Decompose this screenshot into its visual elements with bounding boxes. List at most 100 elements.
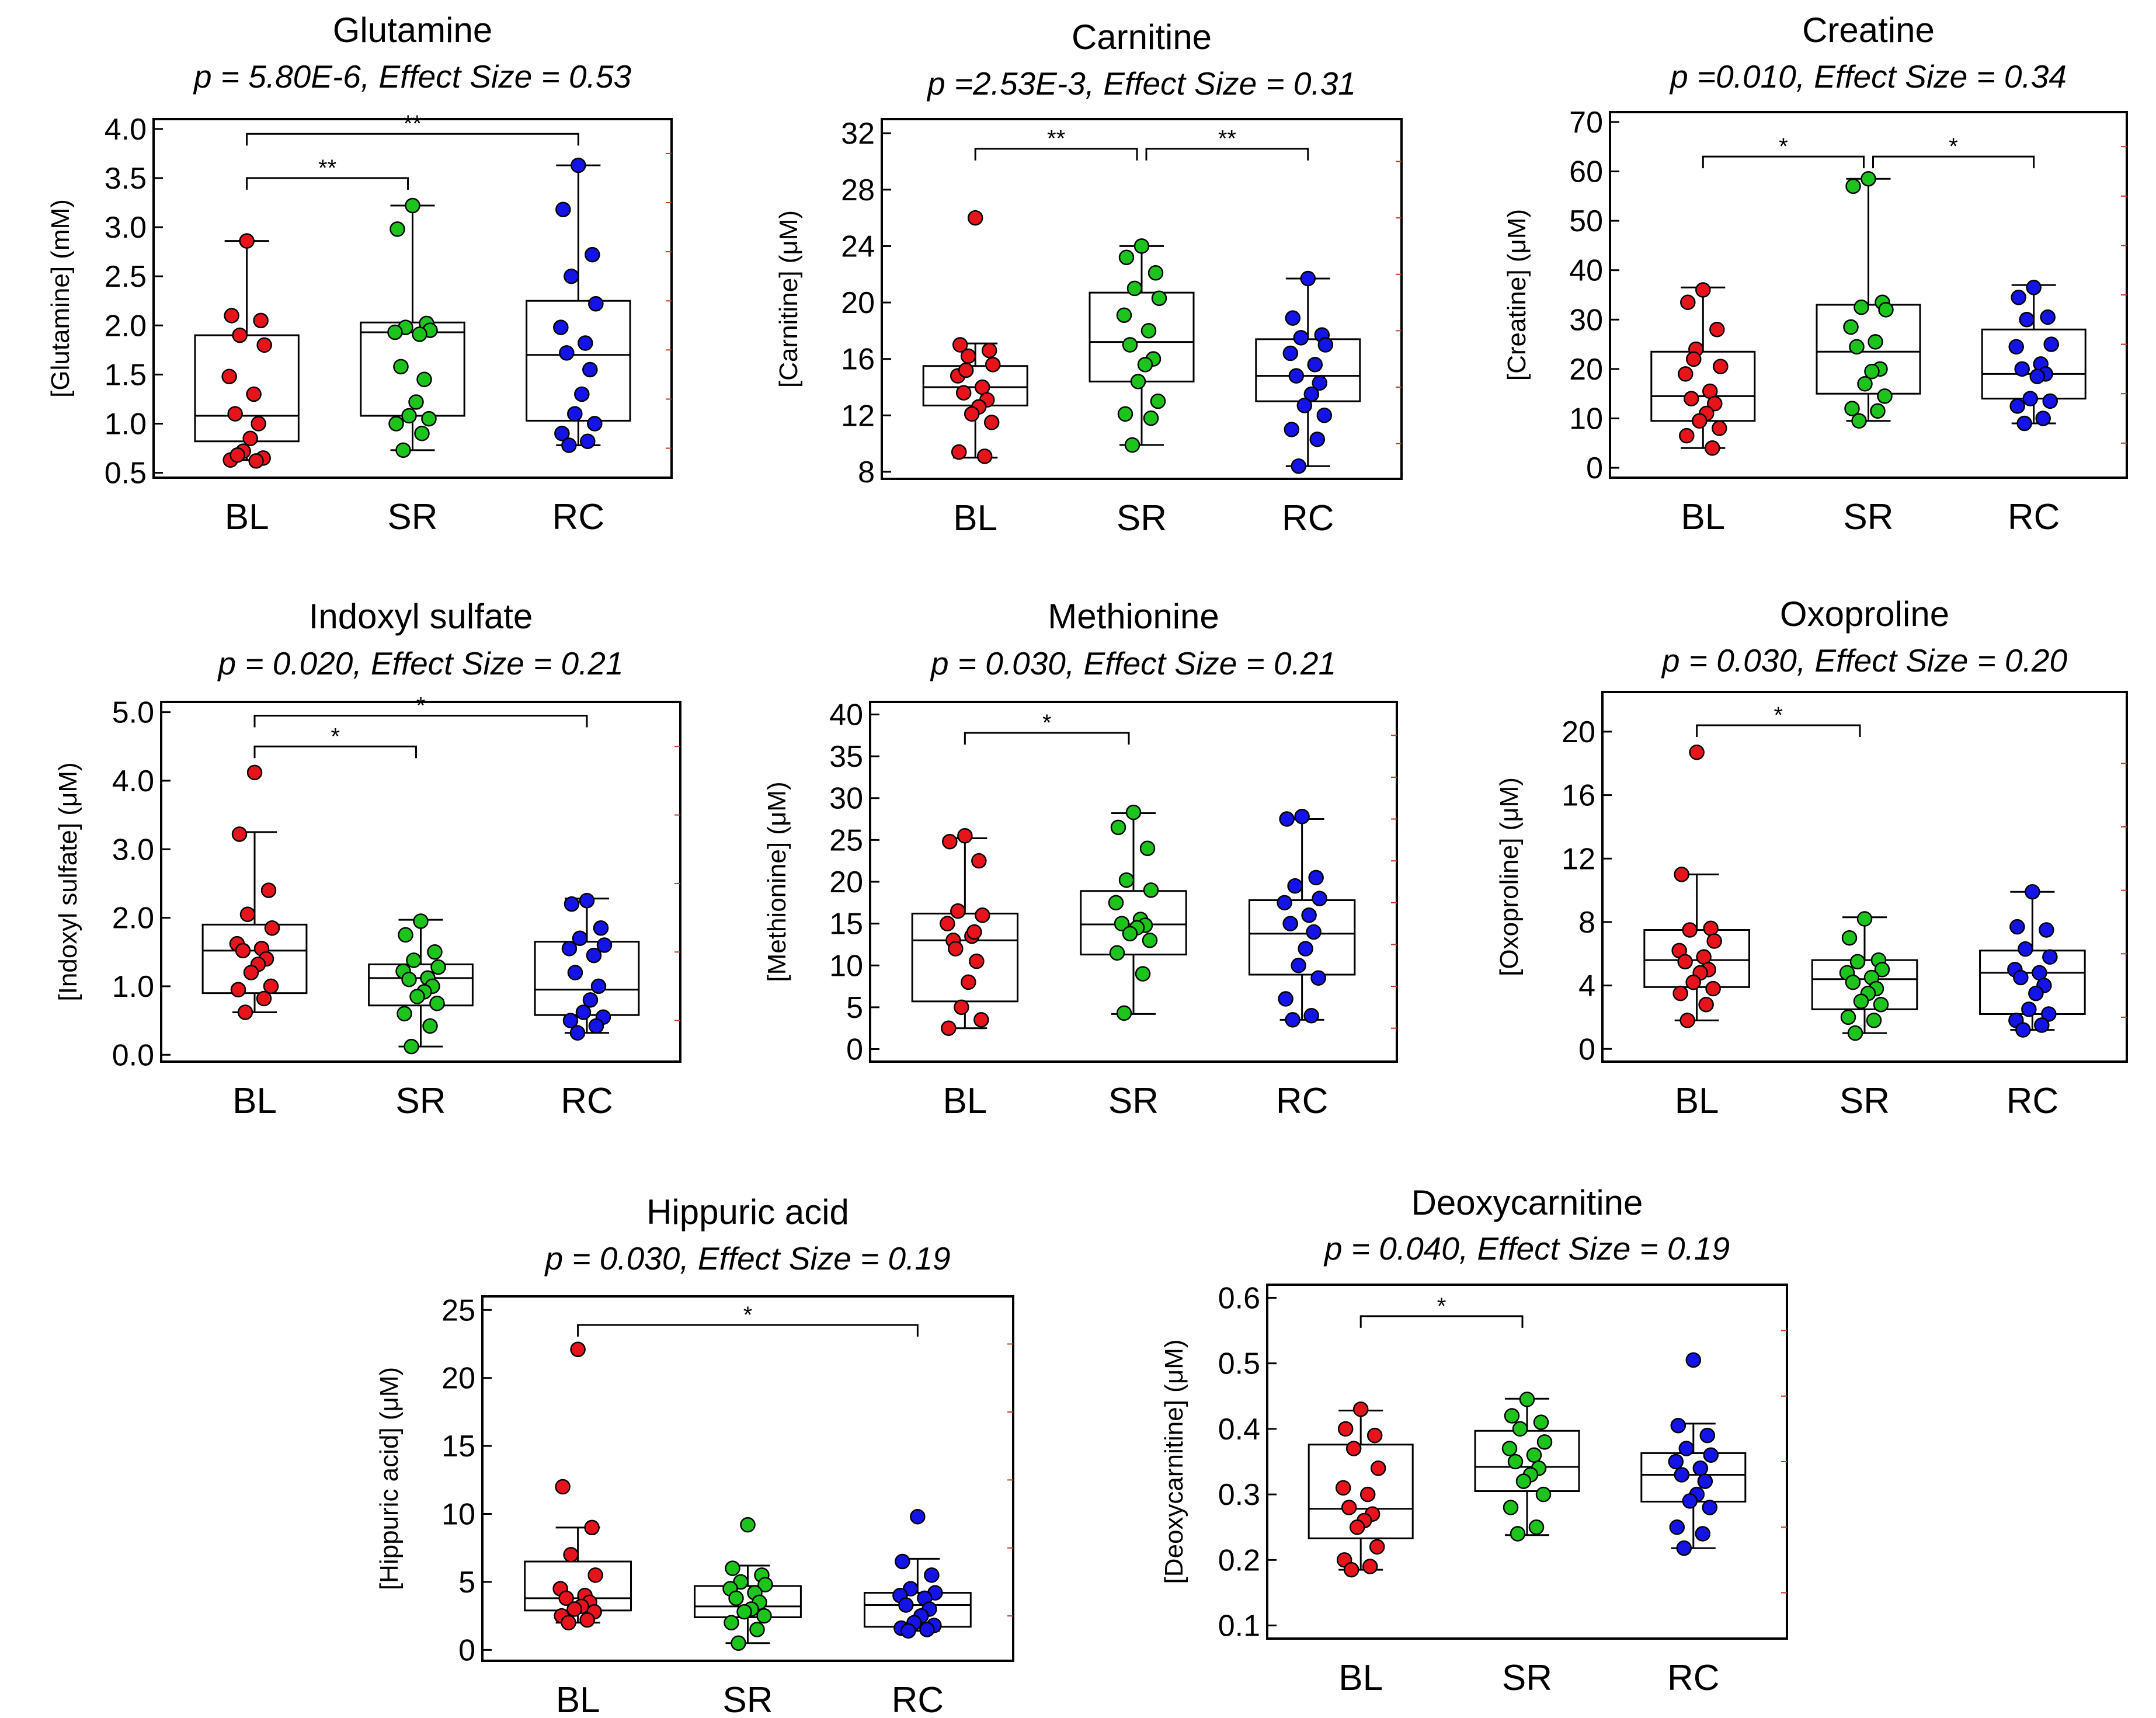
data-point (248, 453, 264, 469)
data-point (2034, 1017, 2050, 1033)
data-point (975, 907, 990, 923)
data-point (1503, 1500, 1519, 1515)
data-point (1504, 1408, 1520, 1424)
y-tick-label: 40 (1569, 254, 1603, 288)
y-axis-label: [Glutamine] (mM) (46, 199, 75, 398)
data-point (1849, 339, 1865, 355)
significance-label: ** (1218, 126, 1236, 152)
data-point (1316, 408, 1333, 423)
data-point (1674, 867, 1689, 882)
y-tick-label: 1.0 (112, 970, 154, 1004)
data-point (1535, 1486, 1552, 1503)
data-point (588, 1018, 604, 1034)
data-point (1536, 1434, 1553, 1450)
y-tick-label: 12 (1562, 842, 1595, 876)
data-point (1854, 299, 1869, 315)
y-tick-label: 0.2 (1218, 1543, 1260, 1577)
data-point (579, 1612, 595, 1628)
data-point (578, 335, 593, 351)
data-point (1670, 1418, 1686, 1434)
data-point (1533, 1414, 1549, 1430)
significance-label: * (416, 693, 426, 718)
plot-frame (881, 118, 1403, 480)
data-point (1308, 870, 1324, 886)
data-point (1510, 1526, 1526, 1542)
data-point (2016, 415, 2032, 432)
chart-subtitle: p =2.53E-3, Effect Size = 0.31 (926, 65, 1356, 102)
data-point (1301, 907, 1317, 923)
data-point (1695, 1526, 1711, 1542)
data-point (242, 430, 258, 446)
data-point (230, 982, 246, 998)
data-point (2014, 361, 2030, 377)
data-point (264, 920, 280, 936)
significance-label: ** (1047, 126, 1065, 152)
data-point (919, 1622, 935, 1637)
data-point (239, 906, 256, 922)
data-point (1142, 933, 1158, 948)
data-point (582, 992, 599, 1008)
data-point (1130, 374, 1146, 389)
data-point (231, 826, 248, 842)
data-point (430, 959, 446, 975)
data-point (1284, 422, 1300, 437)
chart-title: Oxoproline (1780, 594, 1949, 634)
data-point (1285, 1012, 1300, 1028)
data-point (1312, 375, 1328, 391)
data-point (582, 361, 598, 378)
data-point (561, 437, 577, 453)
data-point (1293, 330, 1309, 346)
data-point (1294, 809, 1310, 825)
data-point (1116, 307, 1132, 324)
data-point (256, 337, 272, 353)
chart-title: Methionine (1048, 597, 1219, 636)
data-point (1291, 958, 1306, 973)
data-point (1310, 970, 1326, 986)
data-point (973, 1012, 989, 1028)
y-tick-label: 24 (841, 229, 875, 263)
data-point (414, 426, 430, 441)
y-tick-label: 28 (841, 173, 875, 207)
data-point (429, 996, 445, 1011)
data-point (964, 406, 980, 422)
data-point (2042, 949, 2058, 965)
y-tick-label: 20 (1562, 715, 1595, 749)
data-point (736, 1604, 752, 1620)
data-point (1669, 1519, 1685, 1535)
y-tick-label: 2.5 (105, 260, 147, 294)
chart-panel: Carnitine p =2.53E-3, Effect Size = 0.31 8… (774, 18, 1403, 538)
data-point (757, 1577, 773, 1592)
y-tick-label: 0 (1586, 451, 1603, 485)
data-point (260, 882, 277, 898)
data-point (227, 406, 243, 422)
chart-title: Carnitine (1072, 18, 1212, 57)
plot-frame (481, 1295, 1014, 1662)
data-point (1303, 1007, 1319, 1024)
data-point (1507, 1453, 1524, 1470)
data-point (1685, 974, 1701, 990)
y-tick-label: 8 (858, 455, 875, 489)
x-tick-label: SR (387, 497, 437, 537)
y-axis-label: [Oxoproline] (μM) (1495, 777, 1524, 976)
chart-subtitle: p = 0.030, Effect Size = 0.20 (1661, 642, 2067, 679)
data-point (406, 952, 422, 968)
data-point (416, 371, 432, 388)
significance-bracket (253, 714, 588, 728)
data-point (971, 853, 987, 869)
data-point (2026, 280, 2042, 295)
data-point (1306, 924, 1322, 940)
data-point (579, 893, 595, 909)
data-point (263, 978, 279, 994)
y-tick-label: 16 (1562, 779, 1595, 813)
data-point (2028, 985, 2044, 1001)
chart-panel: Deoxycarnitine p = 0.040, Effect Size = 0… (1160, 1183, 1788, 1698)
data-point (1137, 357, 1153, 373)
data-point (574, 386, 590, 402)
data-point (1118, 872, 1135, 888)
y-tick-label: 0.3 (1218, 1478, 1260, 1512)
y-axis-label: [Deoxycarnitine] (μM) (1160, 1339, 1188, 1584)
data-point (728, 1590, 744, 1606)
x-tick-label: RC (1276, 1081, 1329, 1121)
data-point (593, 920, 609, 936)
